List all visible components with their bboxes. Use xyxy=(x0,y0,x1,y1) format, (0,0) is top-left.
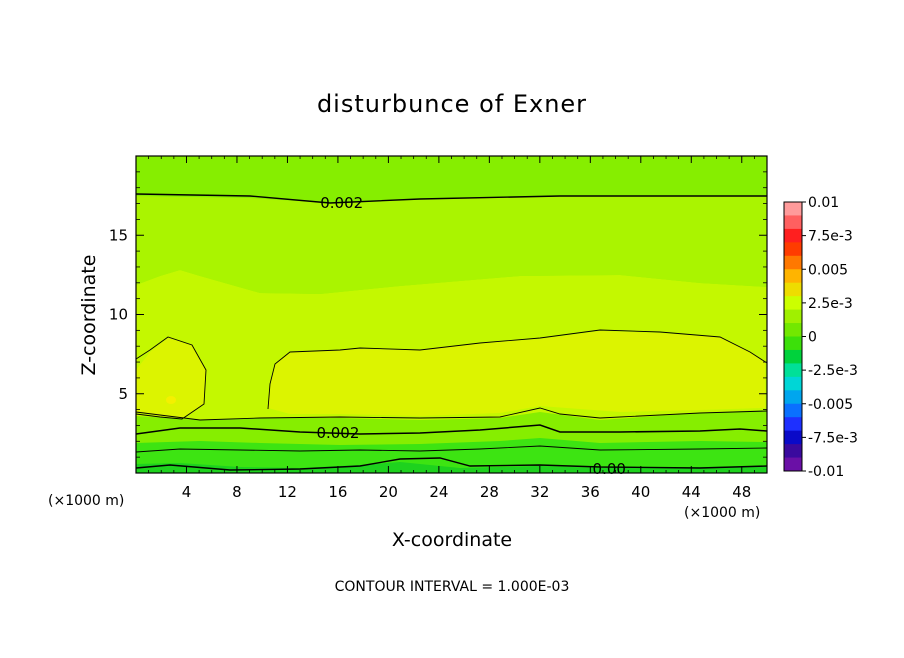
x-tick-label: 48 xyxy=(732,483,751,501)
colorbar-label: 0.01 xyxy=(808,195,839,211)
colorbar-swatch xyxy=(784,255,802,270)
x-tick-label: 8 xyxy=(232,483,242,501)
x-tick-label: 32 xyxy=(530,483,549,501)
x-tick-label: 20 xyxy=(379,483,398,501)
colorbar-swatch xyxy=(784,349,802,364)
x-tick-label: 40 xyxy=(631,483,650,501)
x-axis-label: X-coordinate xyxy=(392,529,512,551)
colorbar-swatch xyxy=(784,430,802,445)
colorbar-swatch xyxy=(784,309,802,324)
colorbar-label: -0.01 xyxy=(808,464,844,480)
chart-title: disturbunce of Exner xyxy=(317,90,587,118)
contour-line xyxy=(136,193,767,204)
colorbar-swatch xyxy=(784,269,802,284)
colorbar-label: -7.5e-3 xyxy=(808,430,858,446)
contour-label: 0.00 xyxy=(593,460,626,478)
contour-line xyxy=(267,329,767,410)
colorbar-swatch xyxy=(784,376,802,391)
x-unit-left: (×1000 m) xyxy=(48,493,124,509)
y-axis-label: Z-coordinate xyxy=(78,255,100,376)
x-tick-label: 28 xyxy=(480,483,499,501)
colorbar-swatch xyxy=(784,403,802,418)
contour-line xyxy=(136,336,207,420)
x-tick-label: 44 xyxy=(682,483,701,501)
colorbar-swatch xyxy=(784,228,802,243)
colorbar-label: 7.5e-3 xyxy=(808,229,853,245)
contour-label: 0.002 xyxy=(320,194,363,212)
band-upper xyxy=(136,196,767,294)
x-tick-label: 16 xyxy=(328,483,347,501)
x-tick-label: 36 xyxy=(581,483,600,501)
y-tick-label: 15 xyxy=(109,226,128,244)
x-tick-label: 24 xyxy=(429,483,448,501)
colorbar: 0.01 7.5e-3 0.005 2.5e-3 0 -2.5e-3 -0.005 -7.5e… xyxy=(783,195,858,480)
colorbar-swatch xyxy=(784,242,802,257)
band-surface-2 xyxy=(136,462,767,473)
band-max-spot xyxy=(166,396,176,404)
x-tick-label: 4 xyxy=(182,483,192,501)
colorbar-swatch xyxy=(784,363,802,378)
colorbar-label: 2.5e-3 xyxy=(808,296,853,312)
y-tick-label: 5 xyxy=(118,385,128,403)
colorbar-swatch xyxy=(784,296,802,311)
x-tick-label: 12 xyxy=(278,483,297,501)
contour-line xyxy=(136,457,767,471)
contour-interval-text: CONTOUR INTERVAL = 1.000E-03 xyxy=(335,579,570,595)
contour-labels: 0.002 0.002 0.00 xyxy=(316,194,626,478)
colorbar-label: 0 xyxy=(808,330,817,346)
colorbar-swatch xyxy=(784,417,802,432)
band-core-left xyxy=(136,338,206,418)
colorbar-swatch xyxy=(784,390,802,405)
colorbar-label: 0.005 xyxy=(808,262,848,278)
contour-label: 0.002 xyxy=(316,424,359,442)
colorbar-swatch xyxy=(784,323,802,337)
colorbar-swatch xyxy=(784,215,802,230)
colorbar-swatch xyxy=(784,282,802,297)
contour-field xyxy=(136,156,767,473)
band-surface-1 xyxy=(136,438,767,473)
contour-line xyxy=(136,424,767,435)
colorbar-swatch xyxy=(784,444,802,459)
colorbar-label: -2.5e-3 xyxy=(808,363,858,379)
band-core-right xyxy=(268,331,765,416)
colorbar-swatch xyxy=(784,457,802,472)
colorbar-swatch xyxy=(784,336,802,351)
colorbar-swatch xyxy=(784,202,802,216)
contour-line xyxy=(136,445,767,453)
y-tick-label: 10 xyxy=(109,306,128,324)
x-unit-right: (×1000 m) xyxy=(684,505,760,521)
contour-line xyxy=(136,407,767,421)
colorbar-label: -0.005 xyxy=(808,397,853,413)
